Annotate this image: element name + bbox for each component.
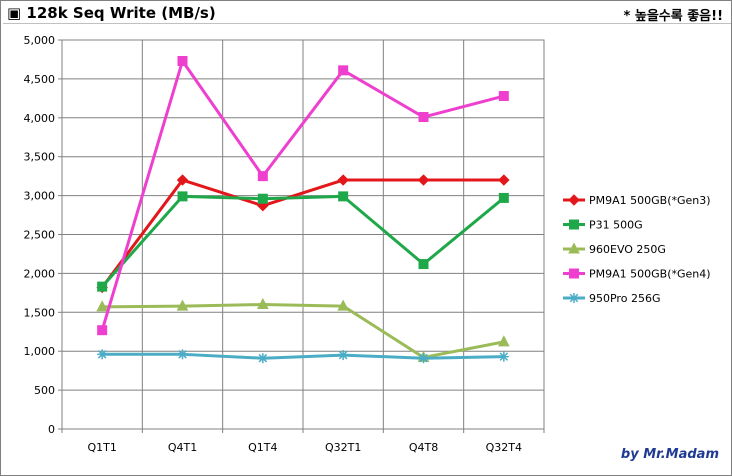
marker-stroke	[569, 293, 579, 303]
chart-credit: by Mr.Madam	[620, 447, 719, 462]
legend-label: P31 500G	[589, 219, 643, 232]
y-tick-label: 2,000	[24, 267, 56, 280]
data-point	[498, 351, 509, 362]
legend-label: 960EVO 250G	[589, 243, 666, 256]
data-point	[498, 335, 510, 347]
data-point	[338, 350, 349, 361]
y-tick-label: 0	[48, 423, 55, 436]
legend-label: PM9A1 500GB(*Gen3)	[589, 194, 711, 207]
legend-marker	[568, 194, 580, 206]
data-point	[257, 353, 268, 364]
data-point	[97, 281, 108, 292]
y-tick-label: 500	[34, 384, 55, 397]
legend-label: 950Pro 256G	[589, 292, 660, 305]
y-tick-label: 4,500	[24, 73, 56, 86]
x-tick-label: Q1T1	[87, 441, 116, 454]
data-point	[417, 174, 430, 186]
data-point	[257, 297, 269, 310]
y-tick-label: 1,000	[24, 345, 56, 358]
series-line-4	[100, 59, 505, 331]
legend-marker	[569, 268, 579, 279]
legend-marker	[569, 293, 579, 303]
x-tick-label: Q32T1	[325, 441, 361, 454]
chart-note: * 높을수록 좋음!!	[623, 9, 723, 24]
marker-stroke	[419, 353, 428, 363]
data-point	[177, 191, 188, 202]
y-tick-label: 2,500	[24, 229, 56, 242]
marker-stroke	[499, 352, 509, 361]
legend-marker	[569, 219, 579, 230]
data-point	[177, 56, 188, 67]
series-line-1	[100, 178, 504, 289]
x-tick-label: Q4T1	[168, 441, 197, 454]
data-point	[498, 91, 509, 102]
y-tick-label: 3,000	[24, 190, 56, 203]
chart-area: 0 500 1,000 1,500 2,000 2,500 3,000 3,500 4,000 4…	[3, 23, 731, 476]
marker-stroke	[258, 353, 268, 363]
y-tick-label: 5,000	[24, 34, 56, 47]
line-chart: 0 500 1,000 1,500 2,000 2,500 3,000 3,500 4,000 4…	[24, 34, 711, 454]
series-line-2	[101, 194, 505, 288]
series-line-5	[102, 352, 504, 360]
data-point	[498, 174, 510, 186]
data-point	[418, 112, 429, 123]
data-point	[177, 349, 188, 360]
y-tick-label: 3,500	[24, 151, 56, 164]
data-point	[498, 192, 509, 203]
y-tick-label: 4,000	[24, 112, 56, 125]
marker-stroke	[97, 350, 107, 359]
chart-title: ▣ 128k Seq Write (MB/s)	[7, 4, 216, 22]
legend-marker	[568, 242, 580, 254]
data-point	[337, 299, 349, 311]
x-tick-label: Q32T4	[486, 441, 522, 454]
data-point	[96, 300, 108, 312]
data-point	[337, 174, 349, 186]
marker-stroke	[178, 350, 187, 359]
data-point	[176, 174, 189, 186]
x-tick-label: Q4T8	[409, 441, 438, 454]
x-tick-label: Q1T4	[248, 441, 277, 454]
data-point	[418, 353, 429, 364]
marker-stroke	[338, 350, 348, 360]
data-point	[257, 171, 268, 182]
data-point	[176, 299, 189, 311]
series-line-3	[102, 303, 505, 359]
data-point	[257, 193, 268, 204]
y-tick-label: 1,500	[24, 306, 56, 319]
data-point	[338, 191, 349, 202]
data-point	[418, 259, 429, 270]
data-point	[97, 325, 108, 336]
data-point	[338, 65, 349, 76]
legend-label: PM9A1 500GB(*Gen4)	[589, 268, 711, 281]
data-point	[97, 349, 108, 360]
